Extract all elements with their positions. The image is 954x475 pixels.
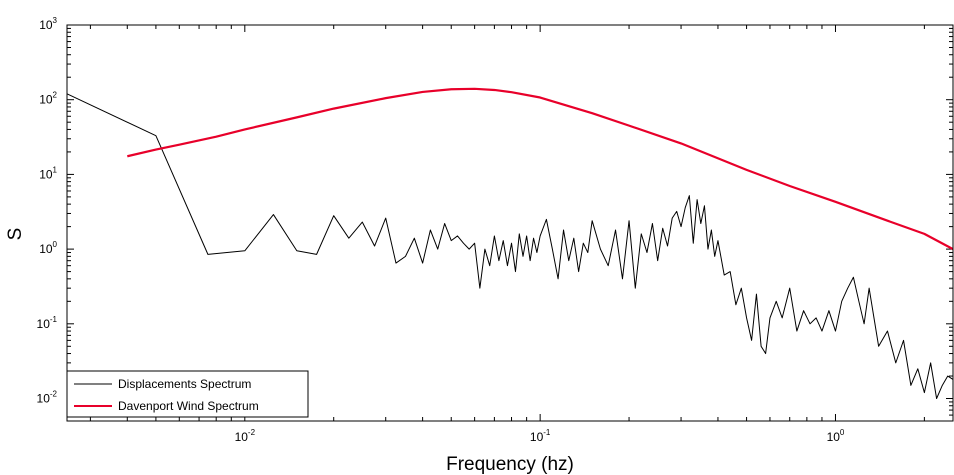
y-tick-label: 101 [39, 165, 57, 181]
tick-marks [67, 24, 953, 422]
series-davenport-line [127, 87, 954, 251]
y-tick-label: 10-1 [37, 315, 58, 331]
legend-box [66, 370, 309, 418]
x-tick-label: 10-2 [235, 428, 256, 444]
legend: Displacements Spectrum Davenport Wind Sp… [66, 370, 309, 418]
tick-labels: 10-2 10-1 100 10-2 10-1 100 101 102 103 [37, 16, 845, 444]
y-tick-label: 103 [39, 16, 57, 32]
legend-label-davenport: Davenport Wind Spectrum [118, 399, 259, 413]
y-tick-label: 102 [39, 91, 57, 107]
x-tick-label: 100 [827, 428, 845, 444]
series-lines [66, 87, 954, 400]
x-tick-label: 10-1 [530, 428, 551, 444]
series-displacements-line [66, 93, 954, 400]
x-axis-label: Frequency (hz) [446, 454, 574, 475]
legend-label-displacements: Displacements Spectrum [118, 377, 251, 391]
plot-frame [66, 24, 954, 422]
y-tick-label: 100 [39, 240, 57, 256]
y-axis-label: S [5, 228, 26, 241]
y-tick-label: 10-2 [37, 390, 58, 406]
